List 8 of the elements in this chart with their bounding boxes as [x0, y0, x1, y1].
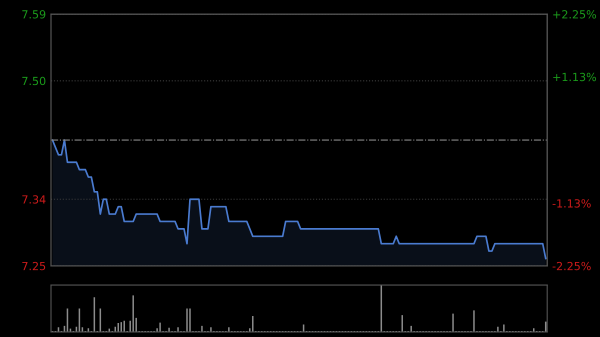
y2-tick-label: -1.13%: [552, 199, 591, 208]
y-tick-label: 7.59: [22, 10, 46, 19]
y-tick-label: 7.34: [22, 195, 46, 204]
y2-tick-label: -2.25%: [552, 262, 591, 270]
y2-tick-label: +2.25%: [553, 10, 596, 19]
y2-tick-label: +1.13%: [553, 72, 596, 82]
y-tick-label: 7.25: [22, 262, 46, 270]
y-tick-label: 7.50: [22, 76, 46, 86]
